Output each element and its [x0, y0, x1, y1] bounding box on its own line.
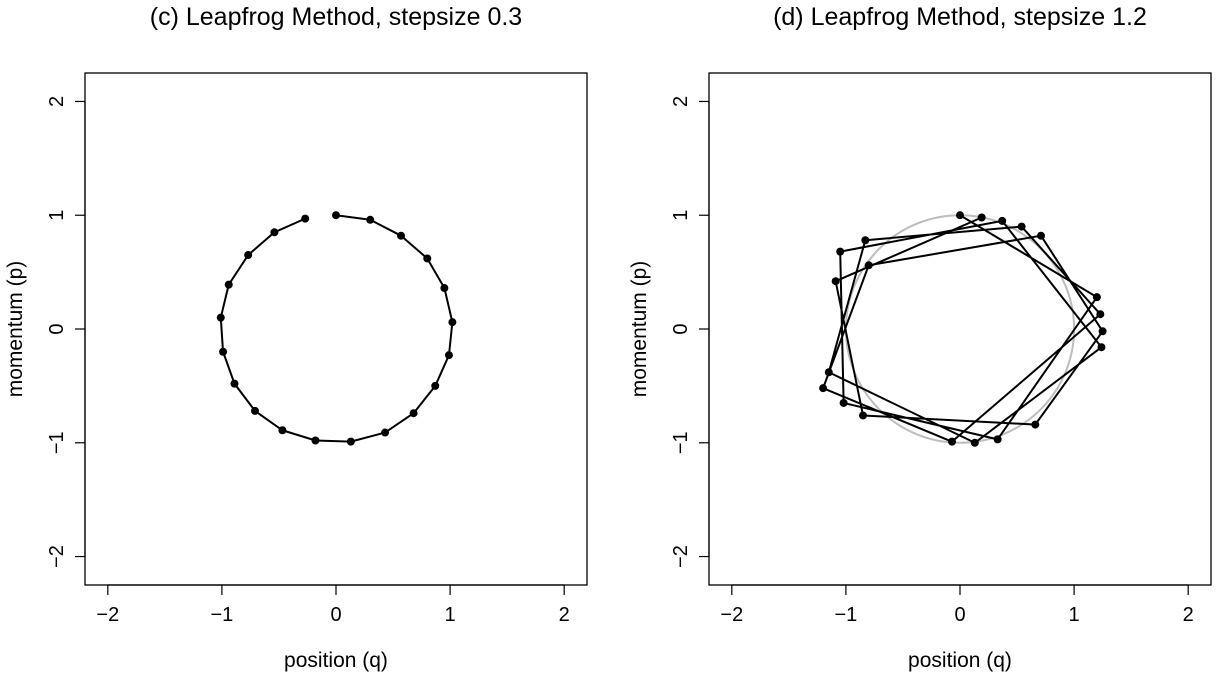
- y-tick-label: −1: [46, 431, 68, 454]
- data-point: [216, 313, 225, 322]
- data-point: [311, 436, 320, 445]
- data-point: [444, 351, 453, 360]
- y-tick-label: 1: [670, 210, 692, 221]
- data-point: [864, 261, 873, 270]
- data-point: [397, 231, 406, 240]
- series-layer: [819, 211, 1107, 447]
- x-tick-label: 2: [559, 604, 570, 626]
- data-point: [381, 428, 390, 437]
- trajectory-line: [822, 214, 1104, 444]
- data-point: [970, 438, 979, 447]
- x-tick-label: 0: [330, 604, 341, 626]
- data-point: [301, 214, 310, 223]
- chart-title: (c) Leapfrog Method, stepsize 0.3: [150, 3, 522, 31]
- data-point: [819, 384, 828, 393]
- data-point: [278, 426, 287, 435]
- data-point: [1098, 327, 1107, 336]
- data-point: [346, 437, 355, 446]
- chart-panel-d: (d) Leapfrog Method, stepsize 1.2 −2 −1 0 1…: [628, 3, 1212, 672]
- x-tick-label: −1: [211, 604, 234, 626]
- data-point: [956, 211, 964, 220]
- plot-frame: [84, 72, 588, 586]
- y-tick-label: 0: [670, 323, 692, 334]
- x-tick-label: 1: [445, 604, 456, 626]
- data-point: [244, 251, 253, 260]
- data-point: [948, 437, 957, 446]
- data-point: [431, 381, 440, 390]
- data-point: [998, 216, 1007, 225]
- data-point: [440, 284, 449, 293]
- chart-panel-c: (c) Leapfrog Method, stepsize 0.3 −2 −1 0 1…: [4, 3, 588, 672]
- x-axis-label: position (q): [908, 649, 1012, 672]
- x-tick-label: 2: [1183, 604, 1194, 626]
- data-point: [831, 277, 840, 286]
- x-axis-label: position (q): [284, 649, 388, 672]
- y-tick-label: −2: [46, 545, 68, 568]
- data-point: [993, 435, 1002, 444]
- data-point: [1097, 343, 1106, 352]
- data-point: [332, 211, 340, 220]
- y-tick-label: −1: [670, 431, 692, 454]
- x-tick-label: 1: [1069, 604, 1080, 626]
- axis-ticks: −2 −1 0 1 2 −2 −1 0 1 2: [670, 96, 1194, 626]
- data-point: [366, 215, 375, 224]
- series-layer: [216, 211, 457, 446]
- data-point: [409, 409, 418, 418]
- chart-title: (d) Leapfrog Method, stepsize 1.2: [773, 3, 1147, 31]
- data-point: [1096, 310, 1105, 319]
- data-point: [1031, 420, 1040, 429]
- data-point: [224, 280, 233, 289]
- plot-frame: [708, 72, 1212, 586]
- x-tick-label: −2: [720, 604, 743, 626]
- data-point: [1017, 222, 1026, 231]
- data-point: [230, 379, 239, 388]
- x-tick-label: −1: [835, 604, 858, 626]
- data-point: [250, 406, 259, 415]
- axis-ticks: −2 −1 0 1 2 −2 −1 0 1 2: [46, 96, 570, 626]
- y-tick-label: 2: [670, 96, 692, 107]
- y-axis-label: momentum (p): [4, 261, 27, 398]
- data-point: [859, 411, 868, 420]
- x-tick-label: −2: [96, 604, 119, 626]
- y-tick-label: 2: [46, 96, 68, 107]
- data-point: [836, 247, 845, 256]
- y-tick-label: 0: [46, 323, 68, 334]
- data-point: [861, 236, 870, 245]
- data-point: [839, 398, 848, 407]
- data-point: [448, 318, 457, 327]
- data-point: [219, 347, 228, 356]
- y-axis-label: momentum (p): [628, 261, 651, 398]
- data-point: [423, 254, 432, 263]
- data-point: [1092, 293, 1101, 302]
- data-point: [824, 368, 833, 377]
- data-point: [1037, 231, 1046, 240]
- data-point: [270, 228, 279, 237]
- x-tick-label: 0: [954, 604, 965, 626]
- data-point: [977, 213, 986, 222]
- y-tick-label: 1: [46, 210, 68, 221]
- y-tick-label: −2: [670, 545, 692, 568]
